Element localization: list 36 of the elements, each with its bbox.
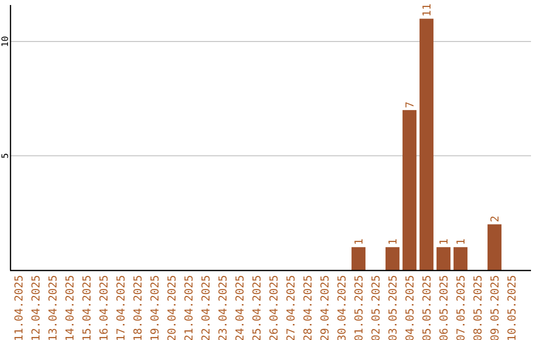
data-label: 11 [420, 3, 434, 17]
x-tick-label: 10.05.2025 [506, 275, 518, 340]
x-tick-label: 27.04.2025 [284, 275, 298, 340]
y-tick-label: 5 [1, 153, 11, 158]
x-tick-label: 13.04.2025 [46, 275, 60, 340]
x-tick-label: 26.04.2025 [268, 275, 280, 340]
bar [436, 247, 450, 270]
x-tick-label: 20.04.2025 [166, 275, 178, 340]
x-tick-label: 14.04.2025 [64, 275, 76, 340]
y-tick-label: 10 [1, 36, 11, 47]
x-tick-label: 12.04.2025 [30, 275, 42, 340]
data-label: 1 [438, 238, 450, 246]
x-tick-label: 18.04.2025 [132, 275, 144, 340]
data-label: 2 [488, 216, 502, 222]
bar [454, 247, 468, 270]
data-label: 7 [404, 101, 416, 108]
data-label: 1 [386, 238, 400, 246]
x-tick-label: 21.04.2025 [182, 275, 196, 340]
x-tick-label: 28.04.2025 [302, 275, 314, 340]
data-label: 1 [454, 238, 468, 246]
x-tick-label: 29.04.2025 [318, 275, 332, 340]
x-tick-label: 11.04.2025 [12, 275, 26, 340]
bar [402, 110, 416, 270]
x-tick-label: 16.04.2025 [98, 275, 110, 340]
x-tick-label: 22.04.2025 [200, 275, 212, 340]
bar [386, 247, 400, 270]
x-tick-label: 17.04.2025 [114, 275, 128, 340]
x-tick-label: 15.04.2025 [80, 275, 94, 340]
x-tick-label: 19.04.2025 [148, 275, 162, 340]
bar [352, 247, 366, 270]
bar [488, 224, 502, 270]
bar [420, 18, 434, 270]
data-label: 1 [352, 238, 366, 246]
x-tick-label: 25.04.2025 [250, 275, 264, 340]
x-tick-label: 23.04.2025 [216, 275, 230, 340]
x-tick-label: 24.04.2025 [234, 275, 246, 340]
